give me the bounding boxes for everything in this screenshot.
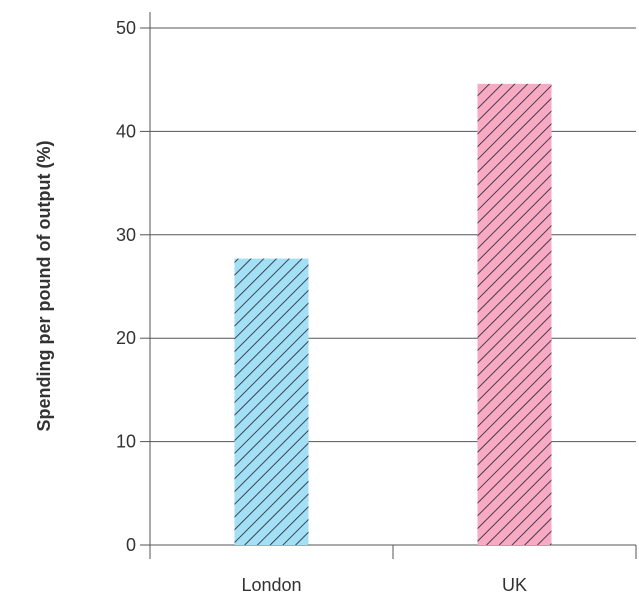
y-tick-label: 10 — [116, 432, 136, 452]
bars — [234, 83, 552, 545]
y-tick-label: 50 — [116, 18, 136, 38]
axes — [140, 12, 637, 559]
y-tick-label: 20 — [116, 328, 136, 348]
x-tick-label: UK — [502, 575, 527, 595]
x-tick-label: London — [241, 575, 301, 595]
y-tick-label: 30 — [116, 225, 136, 245]
y-tick-label: 0 — [126, 535, 136, 555]
y-axis-title: Spending per pound of output (%) — [34, 141, 54, 432]
gridlines — [150, 27, 636, 443]
bar-uk — [477, 83, 552, 545]
bar-london — [234, 258, 309, 545]
y-tick-label: 40 — [116, 121, 136, 141]
tick-labels: 0 10 20 30 40 50 London UK — [116, 18, 527, 595]
